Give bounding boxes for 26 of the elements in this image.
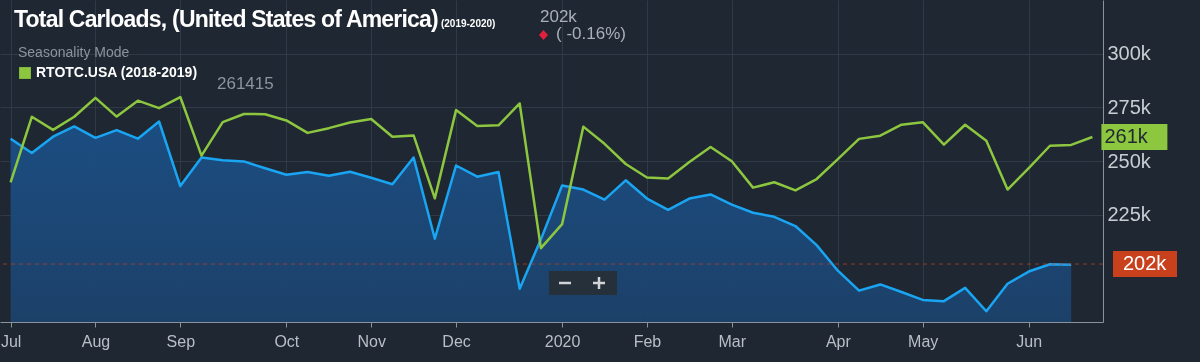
y-tick-label: 250k [1107, 149, 1152, 172]
x-tick-label: Aug [81, 332, 111, 350]
x-tick-label: Jul [0, 332, 22, 350]
legend-title: Seasonality Mode [18, 44, 130, 60]
line-series [9, 95, 1094, 250]
y-tick-label: 225k [1107, 203, 1152, 226]
x-tick-label: Feb [633, 332, 662, 350]
annotation: 261415 [217, 74, 274, 94]
x-tick-label: Oct [274, 332, 300, 350]
annotation: 202k [540, 7, 577, 27]
y-tick-label: 300k [1107, 42, 1152, 65]
annotation: ( -0.16%) [556, 24, 626, 44]
ref-line-label: 202k [1123, 252, 1168, 275]
x-tick-label: Jun [1016, 332, 1043, 350]
x-tick-label: Mar [718, 332, 747, 350]
x-tick-label: Nov [357, 332, 386, 350]
x-tick-label: Sep [166, 332, 196, 350]
x-tick-label: Apr [825, 332, 852, 350]
text: (2019-2020) [440, 18, 496, 29]
x-tick-label: May [908, 332, 939, 350]
x-tick-label: 2020 [544, 332, 581, 350]
y-tick-label: 275k [1107, 95, 1152, 118]
chart-title: Total Carloads, (United States of America) [14, 6, 438, 32]
data-label: 261k [1104, 124, 1149, 147]
x-tick-label: Dec [442, 332, 471, 350]
legend-label: RTOTC.USA (2018-2019) [36, 64, 198, 80]
